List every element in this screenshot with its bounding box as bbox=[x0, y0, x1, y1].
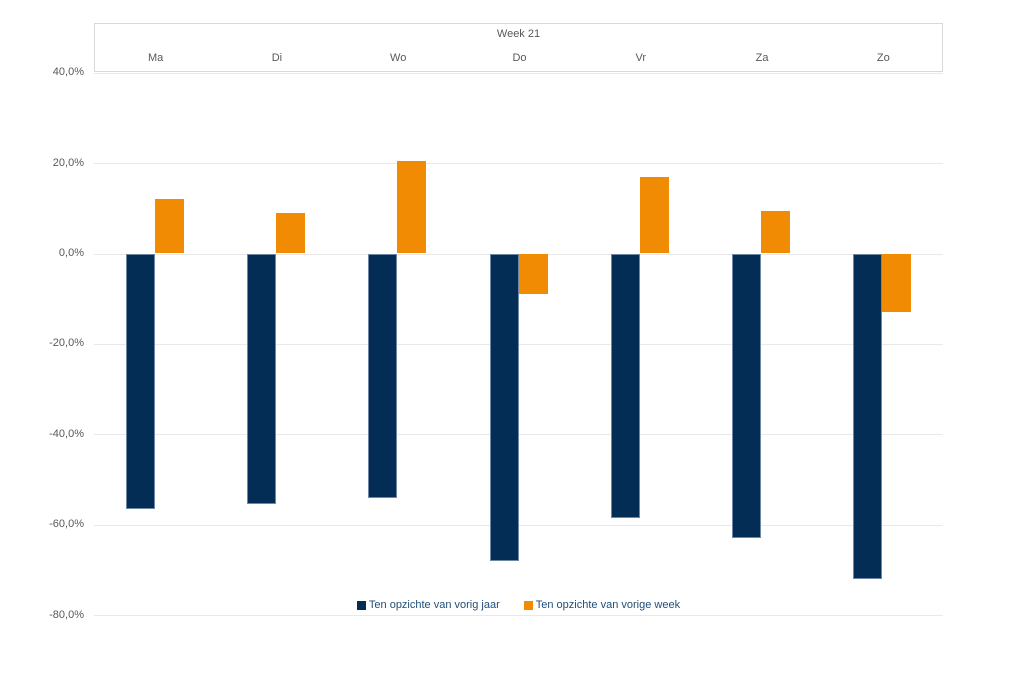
gridline-20 bbox=[94, 163, 943, 164]
y-axis-label-0: 0,0% bbox=[58, 247, 84, 259]
legend-label-series2: Ten opzichte van vorige week bbox=[535, 599, 681, 611]
bar-vr-series1[interactable] bbox=[611, 253, 640, 518]
legend-item-series2[interactable]: Ten opzichte van vorige week bbox=[523, 599, 681, 611]
day-label-ma: Ma bbox=[148, 52, 164, 64]
day-label-do: Do bbox=[512, 52, 527, 64]
bar-wo-series2[interactable] bbox=[397, 160, 426, 254]
chart-title: Week 21 bbox=[496, 28, 541, 40]
legend-item-series1[interactable]: Ten opzichte van vorig jaar bbox=[356, 599, 500, 611]
gridline--80 bbox=[94, 615, 943, 616]
legend-swatch-series1 bbox=[356, 600, 366, 610]
legend: Ten opzichte van vorig jaar Ten opzichte … bbox=[94, 598, 943, 612]
bar-ma-series2[interactable] bbox=[155, 199, 184, 254]
day-label-wo: Wo bbox=[390, 52, 407, 64]
bar-do-series1[interactable] bbox=[490, 253, 519, 561]
y-axis-label--60: -60,0% bbox=[49, 518, 84, 530]
gridline-40 bbox=[94, 73, 943, 74]
day-label-za: Za bbox=[755, 52, 769, 64]
bar-di-series2[interactable] bbox=[276, 212, 305, 254]
day-label-di: Di bbox=[271, 52, 283, 64]
y-axis-label-20: 20,0% bbox=[52, 157, 84, 169]
y-axis-label--80: -80,0% bbox=[49, 609, 84, 621]
category-header-box: Week 21 Ma Di Wo Do Vr Za Zo bbox=[94, 23, 943, 72]
y-axis-label-40: 40,0% bbox=[52, 66, 84, 78]
legend-swatch-series2 bbox=[523, 600, 533, 610]
bar-do-series2[interactable] bbox=[519, 253, 548, 295]
bar-zo-series1[interactable] bbox=[853, 253, 882, 579]
y-axis-label--40: -40,0% bbox=[49, 428, 84, 440]
bar-ma-series1[interactable] bbox=[126, 253, 155, 509]
bar-za-series2[interactable] bbox=[761, 210, 790, 254]
bar-vr-series2[interactable] bbox=[640, 176, 669, 254]
bar-di-series1[interactable] bbox=[247, 253, 276, 505]
bar-za-series1[interactable] bbox=[732, 253, 761, 539]
y-axis-label--20: -20,0% bbox=[49, 337, 84, 349]
day-label-vr: Vr bbox=[635, 52, 647, 64]
day-label-zo: Zo bbox=[876, 52, 890, 64]
bar-wo-series1[interactable] bbox=[368, 253, 397, 498]
legend-label-series1: Ten opzichte van vorig jaar bbox=[368, 599, 500, 611]
bar-zo-series2[interactable] bbox=[882, 253, 911, 313]
